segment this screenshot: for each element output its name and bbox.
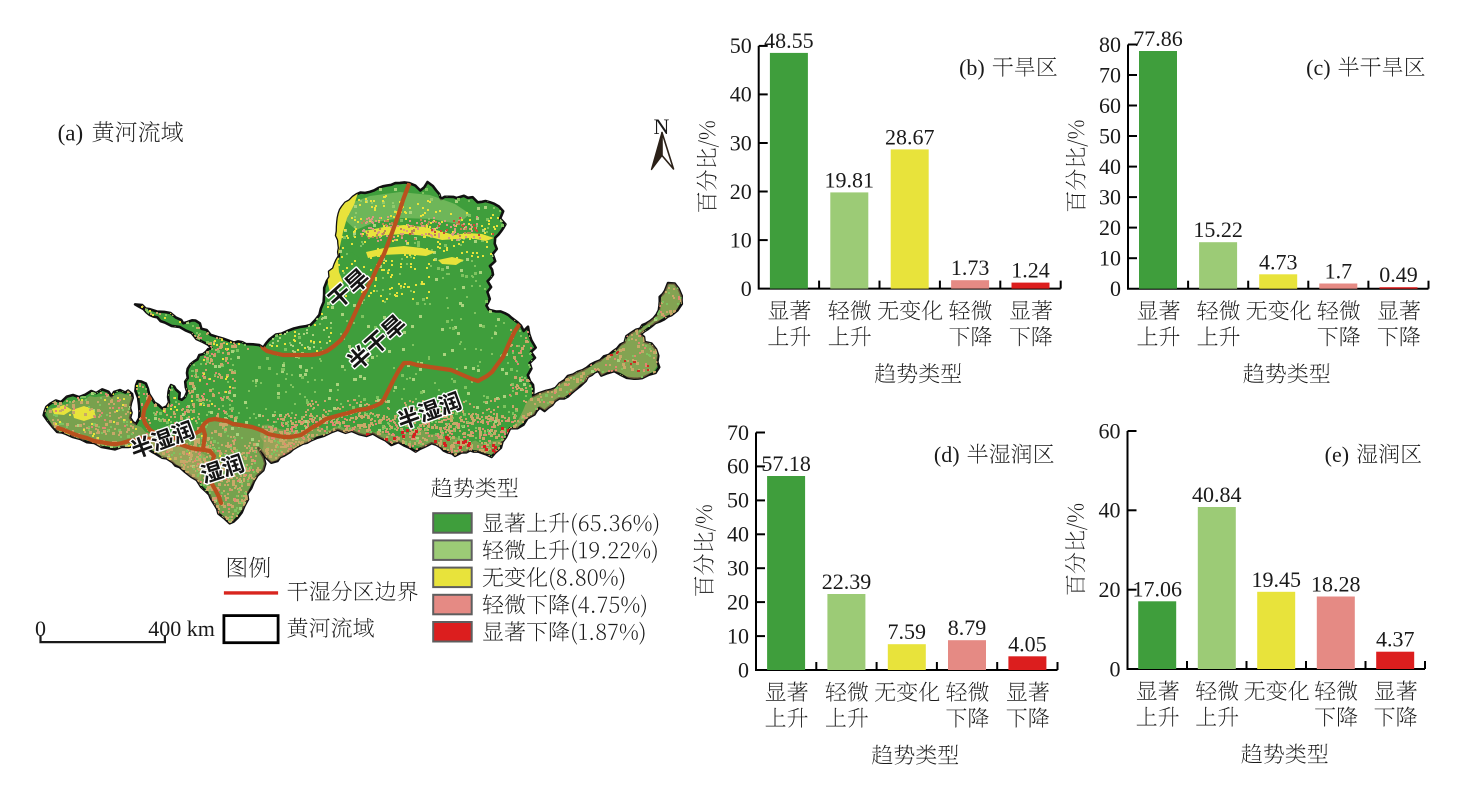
svg-text:20: 20: [1099, 215, 1121, 240]
svg-text:30: 30: [727, 556, 749, 581]
svg-text:10: 10: [1099, 245, 1121, 270]
svg-text:40.84: 40.84: [1192, 482, 1242, 507]
svg-text:(b): (b): [959, 55, 985, 80]
svg-text:19.45: 19.45: [1252, 567, 1302, 592]
svg-text:(d): (d): [934, 442, 960, 467]
svg-text:22.39: 22.39: [822, 569, 872, 594]
svg-text:48.55: 48.55: [764, 28, 814, 53]
svg-text:4.05: 4.05: [1008, 631, 1047, 656]
svg-text:N: N: [654, 114, 670, 139]
svg-text:7.59: 7.59: [888, 619, 927, 644]
svg-text:8.79: 8.79: [948, 615, 987, 640]
svg-text:4.73: 4.73: [1259, 249, 1298, 274]
svg-text:50: 50: [1099, 123, 1121, 148]
svg-text:50: 50: [727, 488, 749, 513]
svg-text:1.73: 1.73: [951, 255, 990, 280]
svg-text:80: 80: [1099, 32, 1121, 57]
svg-text:28.67: 28.67: [885, 124, 935, 149]
svg-text:77.86: 77.86: [1133, 26, 1183, 51]
svg-text:19.81: 19.81: [825, 167, 875, 192]
svg-text:0.49: 0.49: [1379, 262, 1418, 287]
svg-text:60: 60: [1099, 418, 1121, 443]
svg-text:50: 50: [730, 33, 752, 58]
svg-text:0: 0: [35, 616, 46, 641]
svg-text:40: 40: [727, 522, 749, 547]
svg-text:0: 0: [1110, 656, 1121, 681]
svg-text:18.28: 18.28: [1311, 571, 1361, 596]
svg-text:40: 40: [1099, 154, 1121, 179]
svg-text:20: 20: [730, 179, 752, 204]
svg-text:60: 60: [1099, 93, 1121, 118]
svg-text:30: 30: [1099, 184, 1121, 209]
svg-text:400 km: 400 km: [148, 616, 215, 641]
svg-text:0: 0: [1110, 276, 1121, 301]
svg-text:1.7: 1.7: [1325, 259, 1353, 284]
svg-text:(e): (e): [1325, 442, 1349, 467]
svg-text:0: 0: [741, 276, 752, 301]
svg-text:20: 20: [727, 589, 749, 614]
svg-text:(a): (a): [58, 121, 84, 146]
svg-text:4.37: 4.37: [1376, 627, 1415, 652]
svg-text:10: 10: [727, 623, 749, 648]
svg-text:20: 20: [1099, 577, 1121, 602]
svg-text:(c): (c): [1306, 55, 1330, 80]
svg-text:60: 60: [727, 454, 749, 479]
svg-text:57.18: 57.18: [761, 451, 811, 476]
svg-text:15.22: 15.22: [1193, 217, 1243, 242]
svg-text:30: 30: [730, 130, 752, 155]
svg-text:40: 40: [1099, 498, 1121, 523]
svg-text:70: 70: [1099, 62, 1121, 87]
svg-text:40: 40: [730, 82, 752, 107]
svg-text:10: 10: [730, 227, 752, 252]
svg-text:0: 0: [738, 657, 749, 682]
svg-text:17.06: 17.06: [1133, 576, 1183, 601]
svg-text:70: 70: [727, 420, 749, 445]
svg-text:1.24: 1.24: [1011, 258, 1050, 283]
